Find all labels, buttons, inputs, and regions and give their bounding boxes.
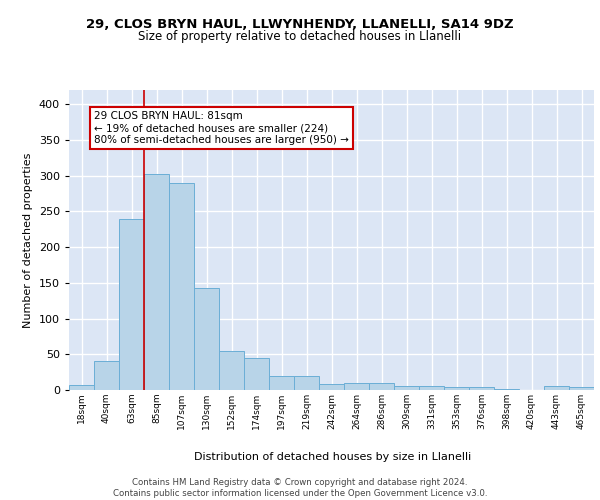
Text: 29 CLOS BRYN HAUL: 81sqm
← 19% of detached houses are smaller (224)
80% of semi-: 29 CLOS BRYN HAUL: 81sqm ← 19% of detach… [94, 112, 349, 144]
Bar [344, 383, 369, 390]
Bar [69, 385, 94, 390]
Bar [419, 386, 444, 390]
Bar [269, 376, 294, 390]
Bar [394, 386, 419, 390]
Text: 29, CLOS BRYN HAUL, LLWYNHENDY, LLANELLI, SA14 9DZ: 29, CLOS BRYN HAUL, LLWYNHENDY, LLANELLI… [86, 18, 514, 30]
Bar [569, 387, 594, 390]
Y-axis label: Number of detached properties: Number of detached properties [23, 152, 33, 328]
Text: Size of property relative to detached houses in Llanelli: Size of property relative to detached ho… [139, 30, 461, 43]
Bar [294, 376, 319, 390]
Bar [94, 362, 119, 390]
Bar [369, 383, 394, 390]
Bar [469, 387, 494, 390]
Bar [444, 387, 469, 390]
Text: Contains HM Land Registry data © Crown copyright and database right 2024.
Contai: Contains HM Land Registry data © Crown c… [113, 478, 487, 498]
Bar [194, 288, 219, 390]
Bar [244, 358, 269, 390]
Bar [169, 183, 194, 390]
Bar [144, 174, 169, 390]
Bar [319, 384, 344, 390]
Bar [544, 386, 569, 390]
Bar [119, 218, 144, 390]
Bar [219, 350, 244, 390]
Text: Distribution of detached houses by size in Llanelli: Distribution of detached houses by size … [194, 452, 472, 462]
